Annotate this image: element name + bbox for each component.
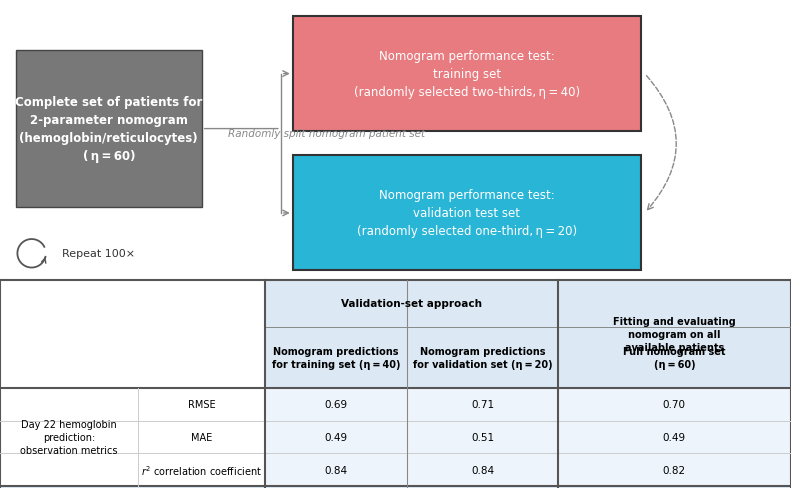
Bar bbox=[265, 281, 791, 388]
Text: Randomly split nomogram patient set: Randomly split nomogram patient set bbox=[228, 129, 425, 139]
Text: 0.71: 0.71 bbox=[471, 399, 494, 409]
Text: 0.51: 0.51 bbox=[471, 432, 494, 442]
Text: 0.69: 0.69 bbox=[324, 399, 348, 409]
Bar bbox=[0, 486, 791, 488]
Text: Nomogram predictions
for validation set (η = 20): Nomogram predictions for validation set … bbox=[413, 346, 552, 369]
Bar bbox=[558, 281, 791, 388]
Text: Nomogram performance test:
validation test set
(randomly selected one-third, η =: Nomogram performance test: validation te… bbox=[357, 189, 577, 238]
Text: 0.70: 0.70 bbox=[663, 399, 686, 409]
Text: Complete set of patients for
2-parameter nomogram
(hemoglobin/reticulocytes)
( η: Complete set of patients for 2-parameter… bbox=[15, 96, 202, 163]
Text: RMSE: RMSE bbox=[188, 399, 215, 409]
Text: MAE: MAE bbox=[191, 432, 212, 442]
Text: $r^2$ correlation coefficient: $r^2$ correlation coefficient bbox=[142, 463, 262, 477]
Text: Validation-set approach: Validation-set approach bbox=[341, 299, 482, 309]
Text: 0.49: 0.49 bbox=[324, 432, 348, 442]
Bar bbox=[293, 156, 641, 271]
Text: 0.84: 0.84 bbox=[471, 465, 494, 475]
Bar bbox=[265, 388, 791, 486]
Bar bbox=[0, 281, 791, 488]
Text: Nomogram performance test:
training set
(randomly selected two-thirds, η = 40): Nomogram performance test: training set … bbox=[354, 50, 580, 99]
Text: Day 22 hemoglobin
prediction:
observation metrics: Day 22 hemoglobin prediction: observatio… bbox=[21, 419, 118, 455]
Bar bbox=[293, 17, 641, 132]
Text: 0.84: 0.84 bbox=[324, 465, 348, 475]
Text: 0.82: 0.82 bbox=[663, 465, 686, 475]
Text: Fitting and evaluating
nomogram on all
available patients: Fitting and evaluating nomogram on all a… bbox=[613, 317, 736, 352]
Text: Repeat 100×: Repeat 100× bbox=[62, 249, 134, 259]
Text: 0.49: 0.49 bbox=[663, 432, 686, 442]
Text: Full nomogram set
(η = 60): Full nomogram set (η = 60) bbox=[623, 346, 725, 369]
Bar bbox=[16, 51, 202, 207]
Text: Nomogram predictions
for training set (η = 40): Nomogram predictions for training set (η… bbox=[272, 346, 400, 369]
